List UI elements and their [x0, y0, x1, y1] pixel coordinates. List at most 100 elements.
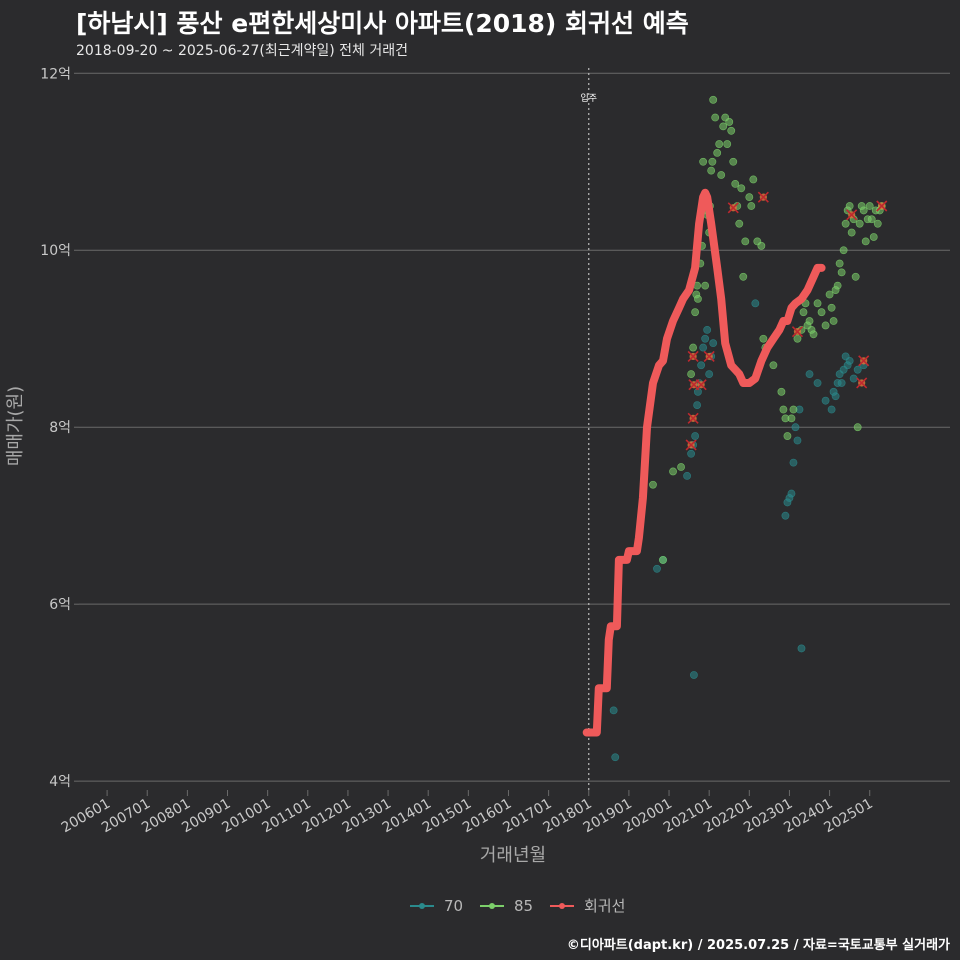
data-point-70: [827, 405, 836, 414]
crossed-point: [876, 200, 888, 212]
data-point-85: [859, 206, 868, 215]
data-point-85: [747, 202, 756, 210]
data-point-85: [777, 387, 786, 396]
crossed-point: [846, 209, 858, 221]
data-point-85: [699, 157, 708, 166]
source-caption: ©디아파트(dapt.kr) / 2025.07.25 / 자료=국토교통부 실…: [566, 938, 950, 953]
data-point-70: [837, 379, 846, 387]
data-point-85: [837, 268, 846, 277]
data-point-85: [749, 175, 758, 184]
crossed-point-x: [858, 355, 870, 367]
data-point-85: [817, 308, 826, 317]
y-tick-label: 6억: [49, 597, 71, 613]
legend-key-dot: [419, 903, 425, 909]
data-point-85: [853, 423, 862, 432]
data-point-70: [793, 436, 802, 445]
chart-title: [하남시] 풍산 e편한세상미사 아파트(2018) 회귀선 예측: [76, 9, 689, 38]
crossed-point: [858, 355, 870, 367]
crossed-point: [695, 379, 707, 391]
crossed-point-x: [791, 326, 804, 338]
data-point-85: [847, 228, 856, 237]
data-point-70: [791, 423, 800, 432]
data-point-85: [851, 272, 860, 281]
data-point-70: [701, 334, 710, 343]
data-point-85: [745, 193, 754, 202]
data-point-85: [694, 295, 702, 303]
crossed-point: [687, 350, 699, 362]
data-point-85: [821, 321, 830, 330]
regression-layer: [582, 188, 826, 737]
data-point-85: [659, 556, 667, 564]
crossed-point-x: [703, 350, 715, 362]
data-point-85: [799, 308, 808, 317]
data-point-70: [709, 339, 718, 348]
data-point-85: [713, 149, 722, 157]
data-point-85: [841, 219, 850, 228]
legend-label: 70: [444, 897, 463, 915]
data-point-70: [787, 489, 796, 498]
data-point-85: [865, 202, 874, 210]
data-point-70: [789, 458, 798, 467]
crossed-point-x: [846, 209, 858, 221]
crossed-point: [856, 377, 868, 389]
data-point-70: [690, 671, 698, 679]
data-point-85: [687, 370, 696, 379]
data-point-85: [709, 95, 718, 104]
move-in-label: 입주: [580, 92, 597, 104]
data-point-85: [873, 219, 882, 228]
data-point-85: [739, 272, 748, 281]
regression-line: [582, 188, 826, 737]
crossed-point-x: [685, 439, 697, 451]
data-point-70: [609, 706, 618, 715]
data-point-85: [717, 171, 726, 179]
data-point-85: [835, 259, 844, 268]
data-point-70: [813, 379, 822, 387]
data-point-85: [839, 246, 848, 255]
data-point-85: [707, 166, 716, 175]
data-point-70: [821, 396, 830, 405]
data-point-85: [729, 157, 738, 166]
legend-label: 회귀선: [584, 897, 625, 915]
data-point-70: [853, 365, 862, 374]
data-point-85: [701, 281, 710, 290]
data-point-70: [687, 449, 696, 458]
data-point-70: [845, 356, 854, 365]
data-point-70: [611, 753, 620, 762]
chart-subtitle: 2018-09-20 ~ 2025-06-27(최근계약일) 전체 거래건: [76, 43, 408, 59]
y-tick-label: 10억: [40, 243, 71, 259]
legend: 70 85 회귀선: [410, 897, 625, 915]
data-point-85: [813, 299, 822, 308]
data-point-85: [759, 334, 768, 343]
data-point-85: [861, 237, 870, 246]
crossed-point-x: [727, 202, 739, 214]
crossed-point-x: [695, 379, 707, 391]
crossed-point: [685, 439, 697, 451]
crossed-point-x: [876, 200, 888, 212]
data-point-85: [829, 317, 838, 325]
data-point-70: [831, 392, 840, 401]
crossed-point-x: [757, 191, 769, 203]
data-point-85: [833, 281, 842, 290]
legend-key-dot: [559, 903, 565, 909]
data-point-70: [751, 299, 760, 308]
crossed-point: [703, 350, 715, 362]
data-point-70: [805, 370, 814, 379]
crossed-point-x: [856, 377, 868, 389]
data-point-85: [757, 241, 766, 250]
data-point-85: [867, 215, 876, 224]
crossed-point: [687, 412, 699, 424]
y-axis-title: 매매가(원): [5, 386, 26, 466]
legend-key-dot: [489, 903, 495, 909]
data-point-70: [781, 511, 790, 520]
crossed-point-x: [687, 412, 699, 424]
x-axis-title: 거래년월: [480, 845, 546, 866]
data-point-70: [653, 564, 661, 573]
data-point-85: [869, 233, 878, 241]
y-tick-label: 4억: [49, 774, 71, 790]
data-point-85: [845, 202, 854, 210]
data-point-85: [649, 480, 657, 489]
data-point-85: [691, 308, 700, 317]
data-point-85: [719, 122, 728, 131]
crossed-point-x: [687, 350, 699, 362]
data-point-85: [725, 118, 734, 126]
